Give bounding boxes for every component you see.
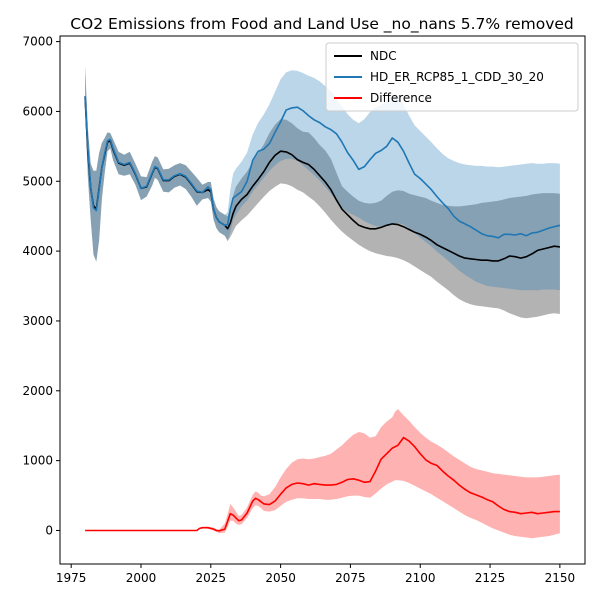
y-tick-label: 0 [45,523,53,537]
line-difference [85,436,560,532]
y-tick-label: 3000 [22,314,53,328]
band-ndc [85,66,560,319]
y-axis-ticks: 0 1000 2000 3000 4000 5000 6000 7000 [22,35,60,537]
legend: NDC HD_ER_RCP85_1_CDD_30_20 Difference [325,42,579,112]
chart-title: CO2 Emissions from Food and Land Use _no… [70,15,574,34]
y-tick-label: 4000 [22,244,53,258]
y-tick-label: 2000 [22,384,53,398]
x-tick-label: 2150 [545,571,576,585]
x-axis-ticks: 1975 2000 2025 2050 2075 2100 2125 2150 [56,564,575,585]
legend-label-ndc: NDC [370,49,397,63]
legend-label-hd-er-rcp85-1-cdd-30-20: HD_ER_RCP85_1_CDD_30_20 [370,70,544,84]
x-tick-label: 2000 [126,571,157,585]
y-tick-label: 1000 [22,454,53,468]
legend-label-difference: Difference [370,91,432,105]
x-tick-label: 1975 [56,571,87,585]
x-tick-label: 2100 [405,571,436,585]
band-difference [85,409,560,539]
x-tick-label: 2025 [196,571,227,585]
y-tick-label: 5000 [22,174,53,188]
confidence-bands [85,66,560,539]
y-tick-label: 6000 [22,104,53,118]
x-tick-label: 2050 [265,571,296,585]
plot-area-frame [59,35,586,565]
series-lines [84,96,561,532]
x-tick-label: 2125 [475,571,506,585]
line-hd-er-rcp85-1-cdd-30-20 [84,96,561,239]
x-tick-label: 2075 [335,571,366,585]
y-tick-label: 7000 [22,35,53,49]
legend-box [325,42,579,112]
